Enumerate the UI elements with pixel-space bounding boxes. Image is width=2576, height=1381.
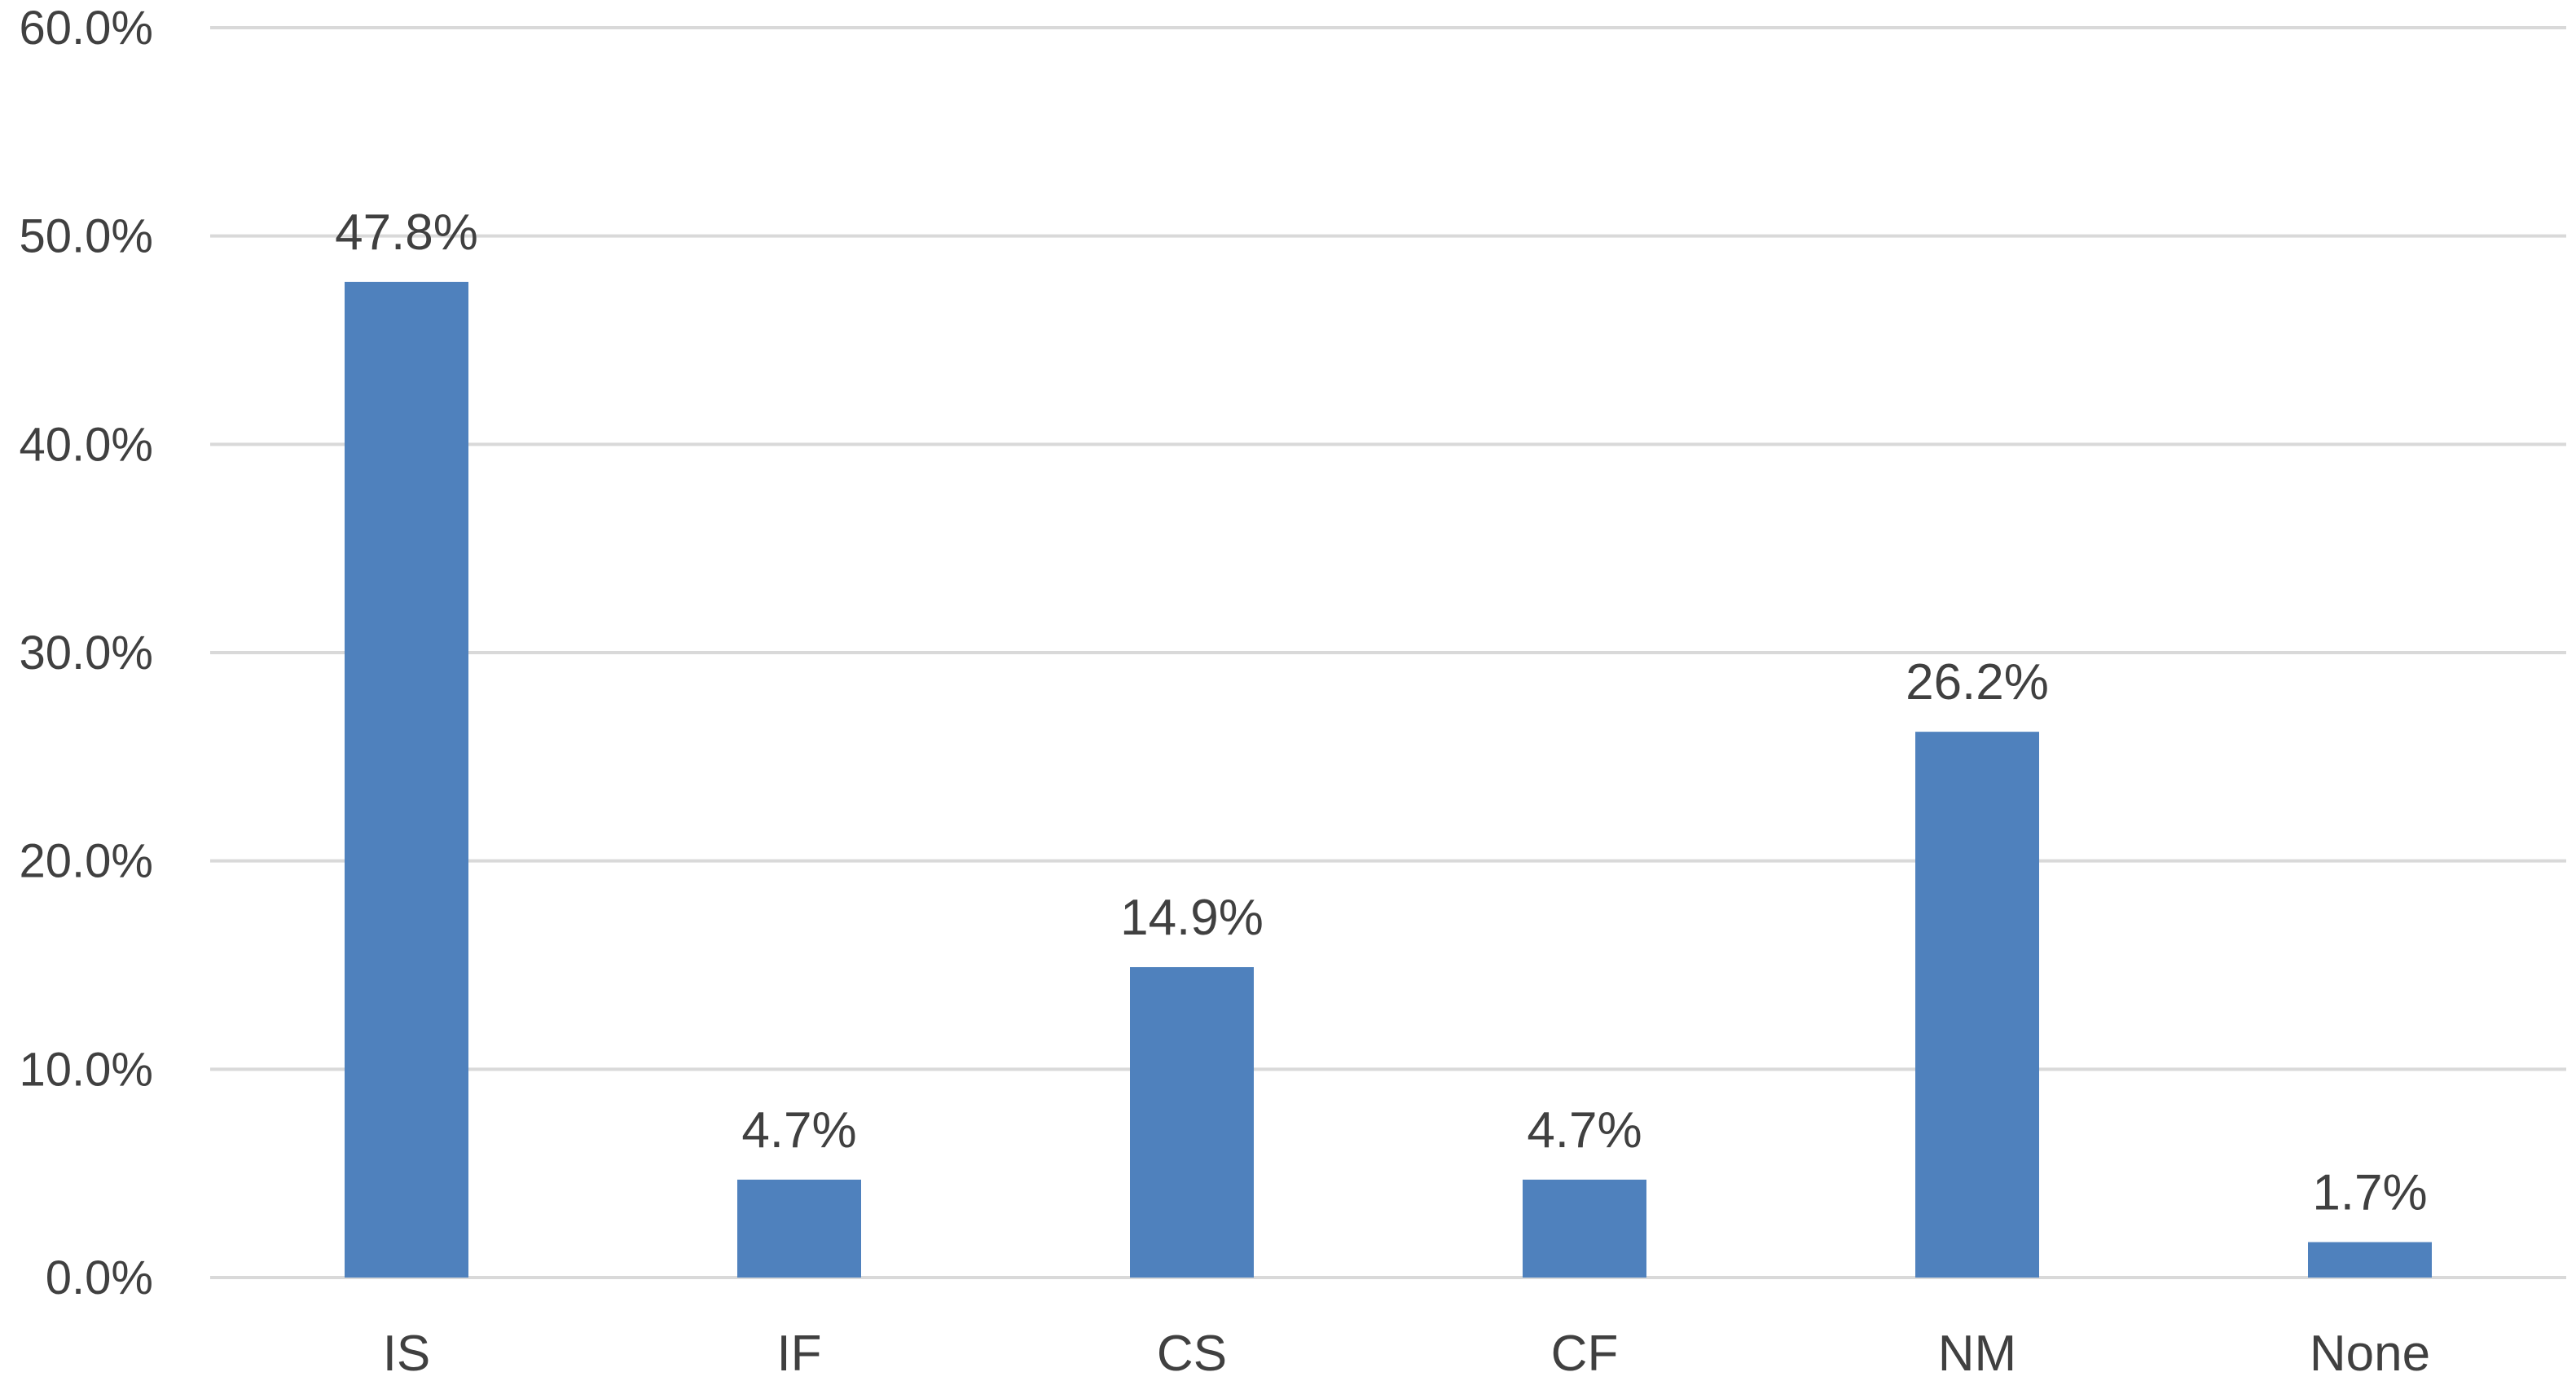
gridlines — [210, 26, 2566, 1279]
y-tick-label-3: 30.0% — [20, 627, 153, 680]
y-tick-label-5: 50.0% — [20, 210, 153, 263]
data-label-if: 4.7% — [741, 1102, 856, 1159]
x-category-label-cf: CF — [1551, 1326, 1619, 1381]
bar-cf — [1523, 1179, 1646, 1278]
y-tick-label-6: 60.0% — [20, 2, 153, 55]
y-tick-label-1: 10.0% — [20, 1043, 153, 1096]
bars — [345, 281, 2432, 1278]
bar-if — [737, 1179, 861, 1278]
y-tick-label-4: 40.0% — [20, 418, 153, 471]
data-label-nm: 26.2% — [1906, 654, 2049, 710]
x-category-label-nm: NM — [1938, 1326, 2016, 1381]
data-label-cs: 14.9% — [1120, 890, 1264, 946]
x-category-label-none: None — [2310, 1326, 2430, 1381]
bar-none — [2308, 1242, 2432, 1278]
data-label-is: 47.8% — [335, 205, 478, 261]
bar-is — [345, 281, 468, 1278]
x-category-label-if: IF — [776, 1326, 821, 1381]
x-category-label-is: IS — [383, 1326, 431, 1381]
y-axis-tick-labels: 0.0% 10.0% 20.0% 30.0% 40.0% 50.0% 60.0% — [20, 2, 153, 1304]
data-label-none: 1.7% — [2312, 1165, 2427, 1221]
bar-cs — [1130, 967, 1254, 1278]
x-axis-category-labels: IS IF CS CF NM None — [383, 1326, 2430, 1381]
y-tick-label-0: 0.0% — [46, 1251, 153, 1304]
y-tick-label-2: 20.0% — [20, 835, 153, 888]
data-labels: 47.8% 4.7% 14.9% 4.7% 26.2% 1.7% — [335, 205, 2428, 1221]
data-label-cf: 4.7% — [1527, 1102, 1642, 1159]
x-category-label-cs: CS — [1157, 1326, 1227, 1381]
bar-nm — [1915, 732, 2039, 1278]
